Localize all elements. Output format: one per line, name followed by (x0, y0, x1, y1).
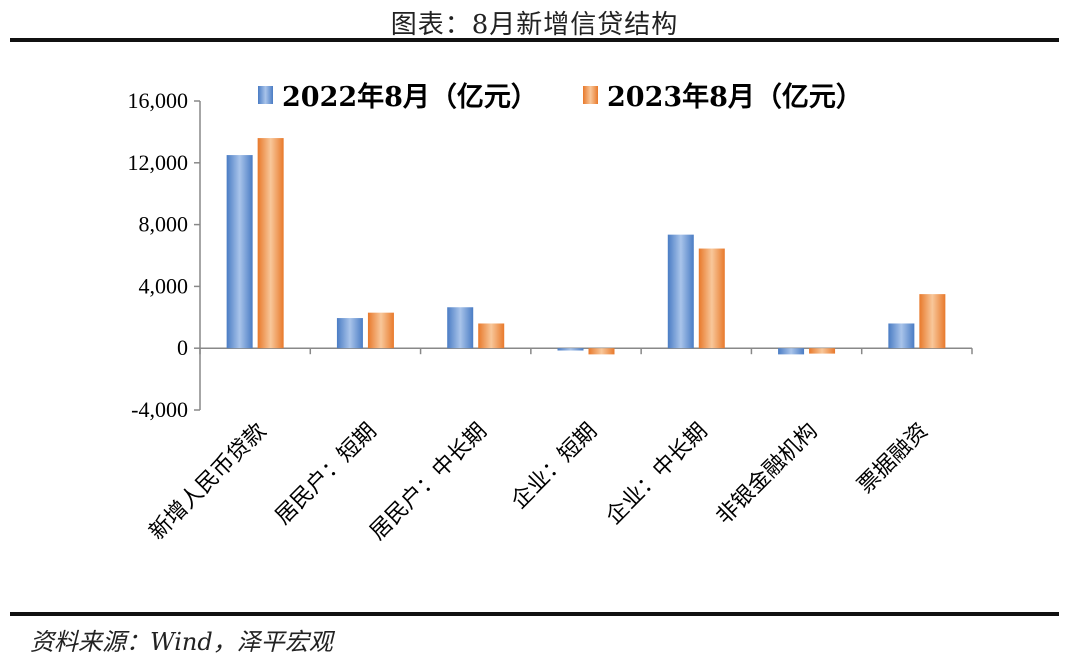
bar-series-0-0 (226, 155, 253, 349)
y-tick-label: 0 (177, 335, 188, 360)
x-category-label: 非银金融机构 (712, 419, 823, 530)
bar-series-0-6 (888, 323, 915, 349)
bar-series-1-3 (588, 348, 615, 355)
page-title: 图表：8月新增信贷结构 (390, 10, 679, 40)
legend-swatch-0 (258, 86, 273, 104)
bar-series-0-3 (557, 348, 584, 351)
legend-label-1: 2023年8月（亿元） (607, 81, 863, 113)
top-rule (10, 38, 1059, 42)
bar-series-1-2 (478, 323, 505, 349)
legend: 2022年8月（亿元） 2023年8月（亿元） (258, 81, 863, 113)
bar-series-1-0 (257, 138, 284, 349)
y-tick-label: 12,000 (128, 150, 189, 175)
x-category-label: 企业：中长期 (602, 419, 713, 530)
bar-series-0-5 (778, 348, 805, 355)
x-category-label: 票据融资 (853, 419, 933, 499)
y-tick-label: 8,000 (139, 212, 189, 237)
y-tick-label: 4,000 (139, 273, 189, 298)
y-tick-label: -4,000 (131, 397, 188, 422)
bar-series-1-1 (367, 312, 394, 349)
bar-series-1-5 (809, 348, 836, 354)
x-category-label: 居民户：中长期 (365, 419, 492, 546)
legend-swatch-1 (583, 86, 598, 104)
bars-group (226, 138, 946, 355)
x-category-label: 新增人民币贷款 (145, 419, 272, 546)
source-note: 资料来源：Wind，泽平宏观 (30, 628, 333, 656)
x-category-label: 居民户：短期 (271, 419, 382, 530)
bar-series-0-2 (447, 307, 474, 349)
bar-series-1-4 (698, 248, 725, 349)
legend-label-0: 2022年8月（亿元） (282, 81, 538, 113)
bar-series-0-1 (336, 318, 363, 349)
bar-series-0-4 (667, 234, 694, 349)
x-category-label: 企业：短期 (507, 419, 602, 514)
y-tick-label: 16,000 (128, 88, 189, 113)
axes-group: -4,000 0 4,000 8,000 12,000 16,000 新增人民币贷款 居民户：… (128, 88, 973, 545)
bottom-rule (10, 612, 1059, 616)
bar-series-1-6 (919, 294, 946, 349)
